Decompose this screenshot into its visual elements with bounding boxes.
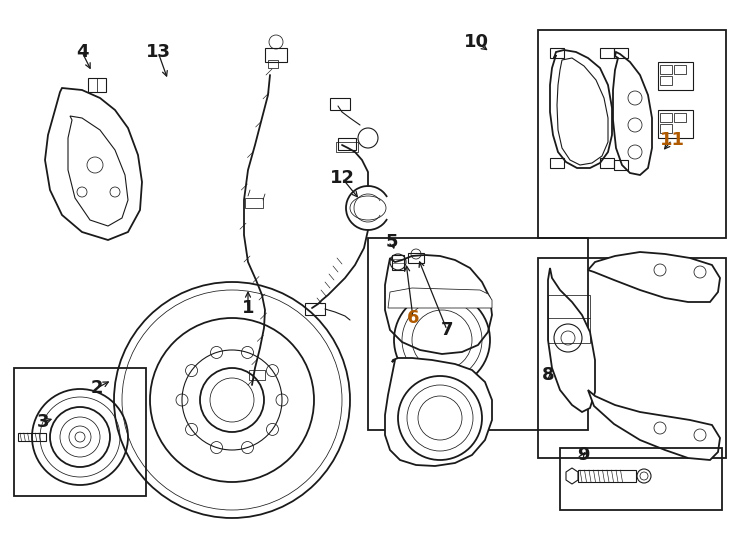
Polygon shape [548,268,595,412]
Polygon shape [385,358,492,466]
Text: 1: 1 [241,299,254,317]
Bar [560,448,722,510]
Bar [658,110,693,138]
Text: 2: 2 [91,379,103,397]
Bar [550,158,564,168]
Bar [249,370,265,380]
Bar [660,76,672,85]
Text: 12: 12 [330,169,355,187]
Bar [245,198,263,208]
Polygon shape [388,288,492,308]
Bar [600,48,614,58]
Bar [600,158,614,168]
Polygon shape [588,390,720,460]
Bar [330,98,350,110]
Polygon shape [557,58,608,165]
Bar [658,62,693,90]
Polygon shape [68,116,128,226]
Polygon shape [550,50,612,168]
Bar [336,142,358,152]
Bar [538,30,726,238]
Bar [408,253,424,263]
Text: 5: 5 [386,233,399,251]
Text: 10: 10 [463,33,489,51]
Bar [614,48,628,58]
Bar [368,238,588,430]
Bar [18,433,46,441]
Text: 11: 11 [660,131,685,149]
Polygon shape [45,88,142,240]
Bar [392,255,404,270]
Bar [268,60,278,68]
Bar [265,48,287,62]
Bar [548,295,590,343]
Bar [14,368,146,496]
Bar [660,65,672,74]
Bar [614,160,628,170]
Polygon shape [588,252,720,302]
Polygon shape [385,255,492,354]
Bar [88,78,106,92]
Text: 8: 8 [542,366,554,384]
Text: 9: 9 [577,446,589,464]
Polygon shape [613,52,652,175]
Bar [338,138,356,150]
Polygon shape [566,468,578,484]
Text: 13: 13 [145,43,170,61]
Text: 6: 6 [407,309,419,327]
Bar [674,113,686,122]
Text: 4: 4 [76,43,88,61]
Bar [578,470,636,482]
Bar [660,124,672,133]
Bar [550,48,564,58]
Bar [538,258,726,458]
Bar [305,303,325,315]
Bar [674,65,686,74]
Text: 7: 7 [440,321,454,339]
Text: 3: 3 [37,413,49,431]
Bar [660,113,672,122]
